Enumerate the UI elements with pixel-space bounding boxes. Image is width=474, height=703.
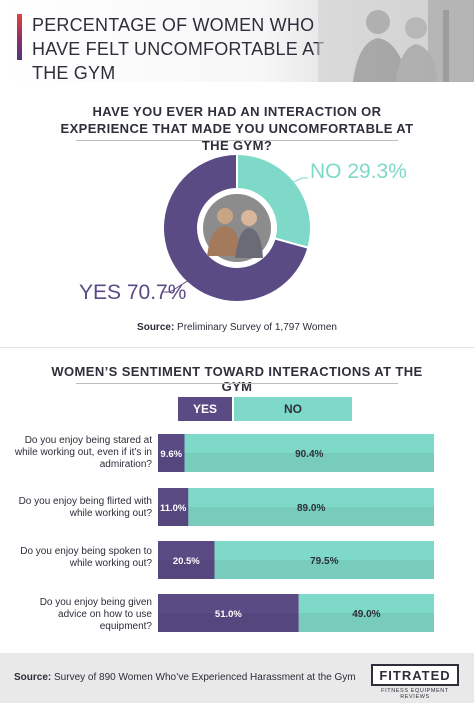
survey-source: Source: Preliminary Survey of 1,797 Wome… [0, 322, 474, 333]
bar-no-segment [214, 541, 434, 579]
bar-yes-value-label: 20.5% [173, 556, 200, 567]
bar-yes-segment [158, 541, 215, 579]
photo-figure-woman-body [235, 228, 263, 258]
yes-percentage-label: YES 70.7% [79, 281, 187, 304]
source-prefix: Source: [137, 322, 175, 333]
stacked-bar-chart: 9.6% 90.4% 11.0% 89.0% 20.5% 79.5% 51.0% 49.0% [158, 434, 434, 632]
logo-wordmark: FITRATED [371, 664, 459, 686]
donut-slice-yes [164, 155, 308, 301]
slice-separator [273, 237, 309, 249]
photo-figure-man-body [207, 226, 241, 256]
bar-question-label: Do you enjoy being flirted with while wo… [18, 496, 152, 519]
footer-source-text: Survey of 890 Women Who’ve Experienced H… [51, 672, 356, 683]
bar-no-value-label: 49.0% [352, 609, 380, 620]
divider-line [76, 140, 398, 141]
fitrated-logo: FITRATED FITNESS EQUIPMENT REVIEWS [371, 664, 459, 700]
donut-slice-no [237, 155, 311, 248]
header-banner: PERCENTAGE OF WOMEN WHO HAVE FELT UNCOMF… [0, 0, 474, 82]
logo-tagline: FITNESS EQUIPMENT REVIEWS [381, 688, 449, 700]
source-text: Preliminary Survey of 1,797 Women [174, 322, 337, 333]
bar-no-value-label: 90.4% [295, 449, 323, 460]
donut-chart [162, 154, 311, 301]
divider-line [76, 383, 398, 384]
bar-yes-value-label: 11.0% [160, 503, 187, 514]
photo-figure-man [217, 208, 233, 224]
legend-no: NO [234, 397, 352, 421]
footer-source: Source: Survey of 890 Women Who’ve Exper… [14, 672, 356, 683]
header-accent-bar [17, 14, 22, 60]
bar-no-segment [298, 594, 434, 632]
footer-source-prefix: Source: [14, 672, 52, 683]
question-1: HAVE YOU EVER HAD AN INTERACTION OR EXPE… [60, 104, 414, 153]
bar-shade [158, 453, 434, 472]
bar-yes-value-label: 9.6% [160, 449, 182, 460]
bar-shade [158, 507, 434, 526]
bar-question-label: Do you enjoy being spoken to while worki… [20, 546, 152, 569]
gym-photo [318, 0, 474, 82]
legend-yes: YES [178, 397, 232, 421]
bar-shade [158, 560, 434, 579]
bar-question-label: Do you enjoy being given advice on how t… [39, 597, 152, 632]
section-divider [0, 347, 474, 348]
bar-yes-value-label: 51.0% [215, 609, 242, 620]
bar-yes-segment [158, 434, 185, 472]
bar-no-segment [188, 488, 434, 526]
yes-leader-line [162, 269, 206, 293]
bar-yes-segment [158, 594, 299, 632]
no-percentage-label: NO 29.3% [310, 160, 407, 183]
bar-question-label: Do you enjoy being stared at while worki… [14, 435, 152, 470]
bar-yes-segment [158, 488, 189, 526]
no-leader-line [274, 177, 308, 192]
photo-figure-woman [241, 210, 257, 226]
sentiment-chart-title: WOMEN’S SENTIMENT TOWARD INTERACTIONS AT… [51, 364, 423, 394]
bar-no-value-label: 89.0% [297, 503, 325, 514]
bar-no-value-label: 79.5% [310, 556, 338, 567]
bar-shade [158, 613, 434, 632]
page-title: PERCENTAGE OF WOMEN WHO HAVE FELT UNCOMF… [32, 15, 324, 82]
bar-no-segment [184, 434, 434, 472]
